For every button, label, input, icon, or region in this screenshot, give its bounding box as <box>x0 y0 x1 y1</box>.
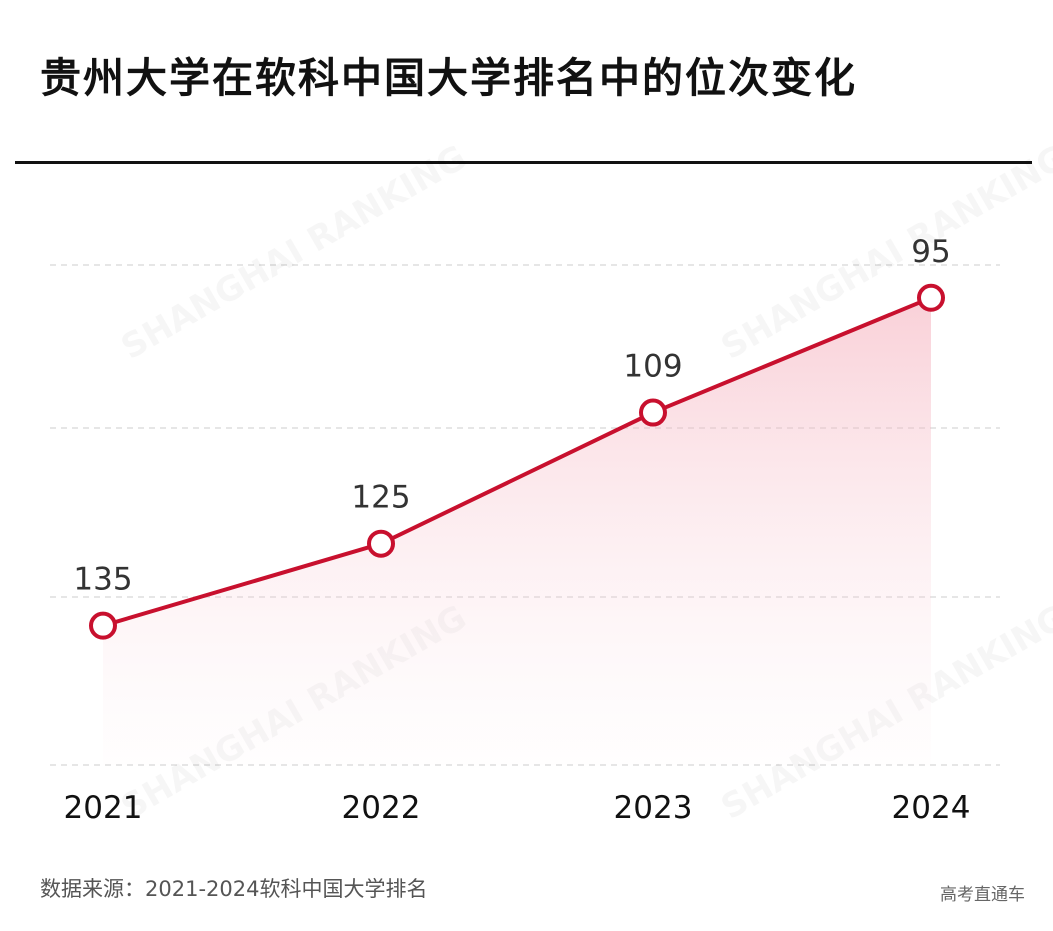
data-label: 109 <box>623 349 682 385</box>
brand-label: 高考直通车 <box>940 885 1025 905</box>
data-point <box>89 611 117 640</box>
x-tick-label: 2024 <box>892 790 971 826</box>
data-source-note: 数据来源：2021-2024软科中国大学排名 <box>40 877 428 901</box>
data-point <box>639 398 667 427</box>
x-tick-label: 2021 <box>64 790 143 826</box>
series-line <box>102 295 932 628</box>
data-label: 135 <box>73 562 132 598</box>
watermark: SHANGHAI RANKING <box>115 138 474 368</box>
data-label: 95 <box>911 234 950 270</box>
area-fill <box>103 297 931 765</box>
data-point <box>917 283 945 312</box>
x-tick-label: 2022 <box>342 790 421 826</box>
x-tick-label: 2023 <box>614 790 693 826</box>
data-label: 125 <box>351 480 410 516</box>
title-divider <box>15 161 1032 164</box>
chart-title: 贵州大学在软科中国大学排名中的位次变化 <box>40 54 857 102</box>
data-point <box>367 529 395 558</box>
